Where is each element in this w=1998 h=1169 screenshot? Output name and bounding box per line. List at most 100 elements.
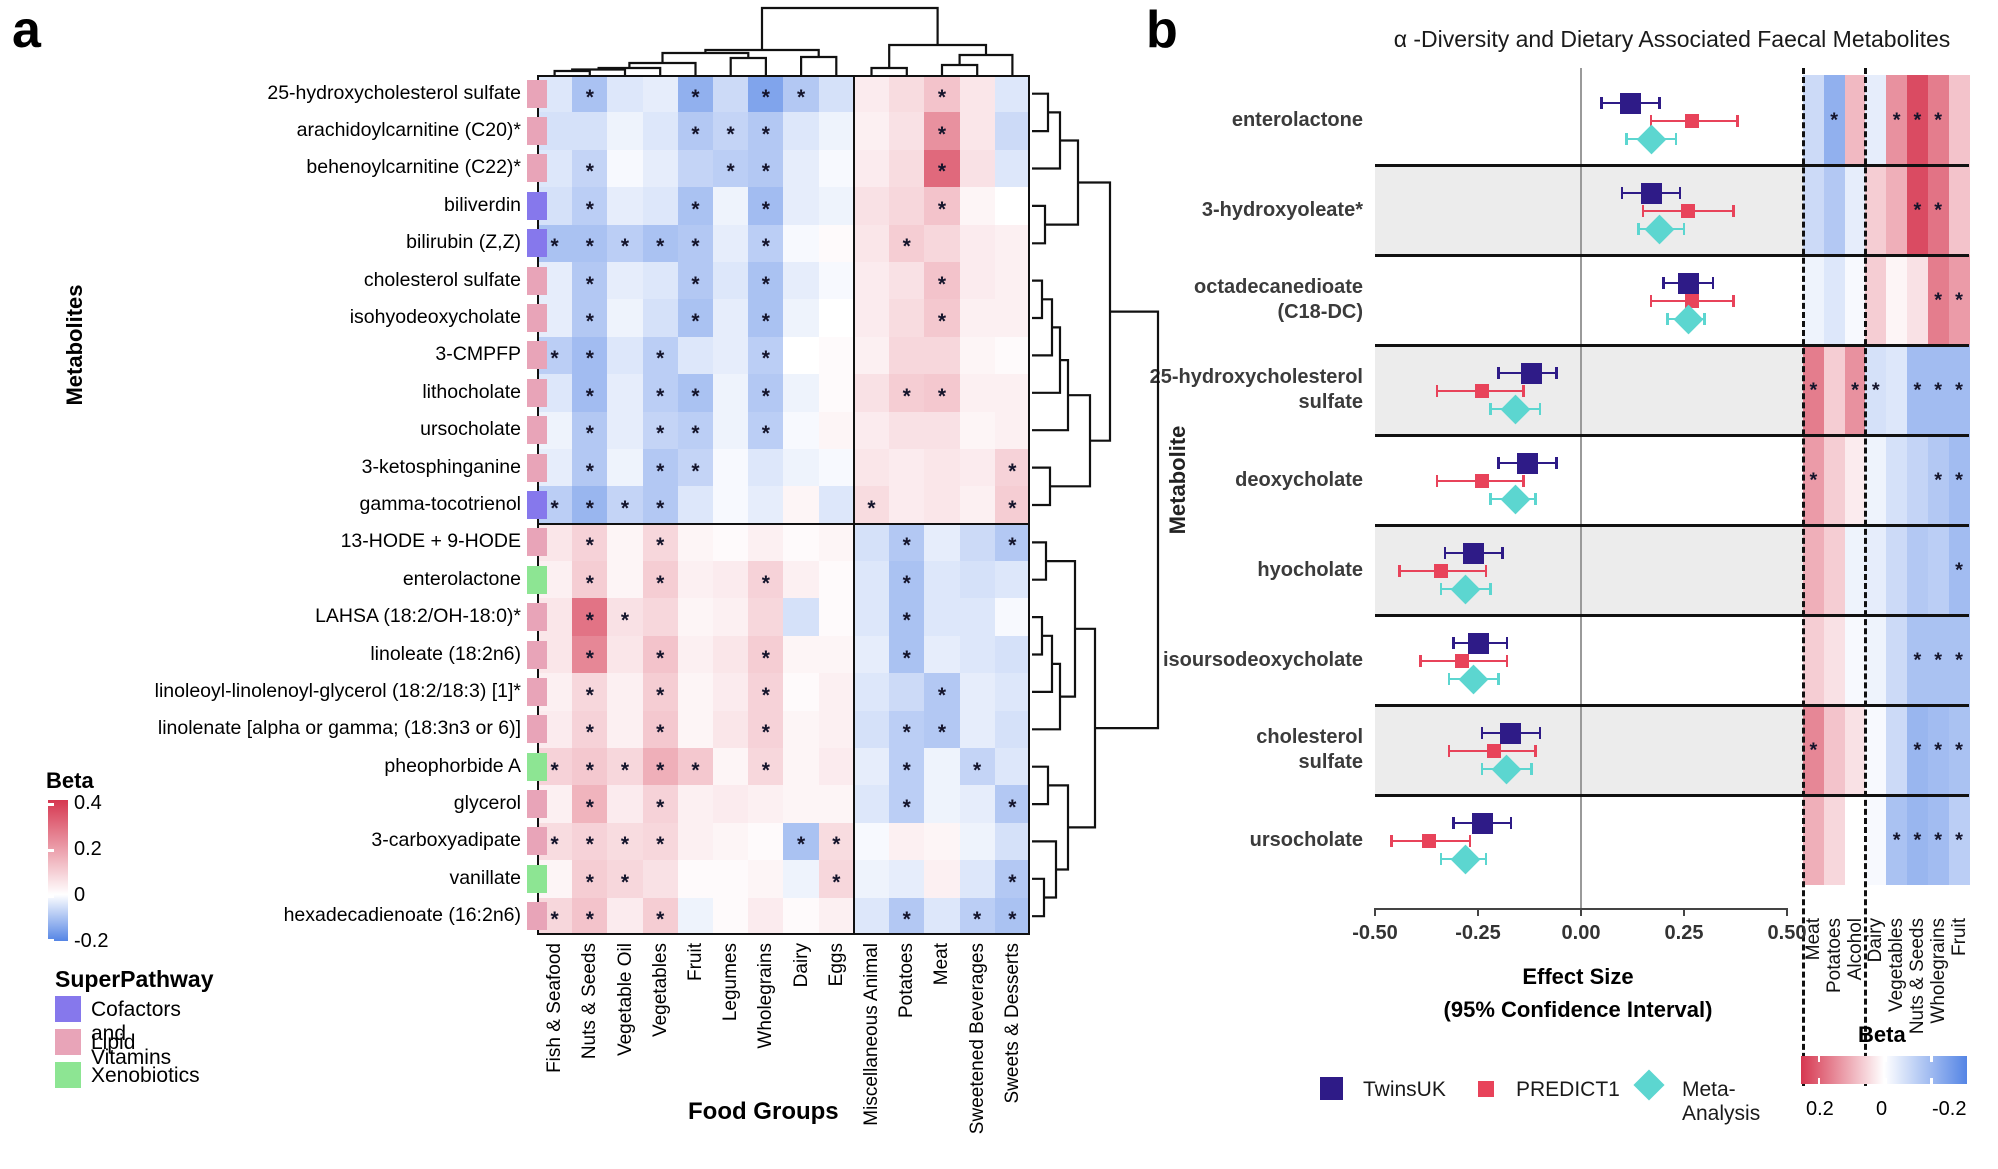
heatmap-cell	[713, 710, 749, 749]
twinsuk-marker	[1516, 452, 1538, 474]
pathway-chip	[527, 528, 547, 557]
heatmap-cell	[818, 336, 855, 375]
significance-star: *	[1934, 739, 1943, 762]
significance-star: *	[656, 683, 665, 707]
heatmap-cell	[642, 374, 679, 412]
significance-star: *	[656, 422, 665, 446]
predict1-ci-cap	[1736, 115, 1739, 127]
mini-heatmap-cell	[1948, 75, 1970, 165]
mini-heatmap-cell	[1803, 75, 1825, 165]
pathway-chip	[527, 677, 547, 706]
mini-heatmap-cell	[1886, 705, 1908, 795]
meta-ci-cap	[1703, 313, 1706, 325]
legend-label-meta-analysis: Meta-Analysis	[1682, 1078, 1761, 1125]
mini-heatmap-cell	[1823, 345, 1846, 435]
mini-heatmap-cell	[1844, 705, 1866, 795]
metabolite-row-label: gamma-tocotrienol	[359, 492, 521, 515]
metabolite-row-label-b: cholesterol sulfate	[1256, 726, 1363, 773]
heatmap-cell	[572, 411, 608, 450]
heatmap-cell	[959, 374, 996, 412]
heatmap-cell	[959, 486, 996, 525]
metabolite-row-label: LAHSA (18:2/OH-18:0)*	[315, 605, 521, 628]
pathway-legend-label: Cofactors and Vitamins	[91, 998, 181, 1069]
pathway-chip	[527, 117, 547, 146]
mini-heatmap-cell	[1907, 435, 1929, 525]
heatmap-cell	[748, 411, 784, 450]
significance-star: *	[1934, 289, 1943, 312]
heatmap-cell	[607, 112, 644, 151]
mini-heatmap-cell	[1844, 75, 1866, 165]
twinsuk-ci-cap	[1452, 817, 1455, 829]
mini-heatmap-cell	[1865, 255, 1887, 345]
heatmap-cell	[994, 561, 1031, 599]
significance-star: *	[656, 235, 665, 259]
mini-heatmap-cell	[1948, 345, 1970, 435]
heatmap-cell	[607, 897, 644, 936]
predict1-ci-cap	[1649, 295, 1653, 307]
twinsuk-ci-cap	[1497, 367, 1500, 379]
heatmap-cell	[924, 710, 960, 749]
mini-heatmap-cell	[1927, 705, 1950, 795]
heatmap-cell	[889, 523, 925, 562]
significance-star: *	[656, 496, 665, 520]
significance-star: *	[1913, 379, 1922, 402]
heatmap-cell	[572, 112, 608, 151]
heatmap-cell	[607, 523, 644, 562]
heatmap-cell	[642, 785, 679, 824]
predict1-ci-cap	[1398, 565, 1401, 577]
mini-heatmap-cell	[1948, 525, 1970, 615]
significance-star: *	[585, 235, 594, 259]
heatmap-cell	[853, 860, 890, 899]
heatmap-cell	[994, 822, 1031, 861]
metabolite-row-label-b: isoursodeoxycholate	[1162, 648, 1363, 671]
heatmap-cell	[572, 448, 608, 487]
significance-star: *	[691, 235, 700, 259]
food-group-column-label: Sweetened Beverages	[966, 943, 988, 1135]
mini-heatmap-cell	[1803, 165, 1825, 255]
heatmap-cell	[889, 748, 925, 786]
pathway-chip	[527, 191, 547, 220]
significance-star: *	[761, 123, 770, 147]
significance-star: *	[902, 721, 911, 745]
heatmap-cell	[994, 336, 1031, 375]
predict1-ci-cap	[1435, 475, 1439, 487]
significance-star: *	[1934, 649, 1943, 672]
mini-heatmap-cell	[1803, 345, 1825, 435]
heatmap-cell	[642, 448, 679, 487]
meta-ci-cap	[1480, 763, 1484, 775]
meta-ci-cap	[1439, 583, 1443, 595]
predict1-ci-cap	[1649, 115, 1653, 127]
heatmap-cell	[572, 374, 608, 412]
panel-b-y-axis-title: Metabolite	[1165, 425, 1190, 535]
significance-star: *	[1871, 379, 1880, 402]
metabolite-row-label-b: deoxycholate	[1235, 468, 1363, 491]
mini-heatmap-cell	[1886, 345, 1908, 435]
heatmap-cell	[713, 299, 749, 338]
heatmap-cell	[713, 635, 749, 674]
heatmap-cell	[994, 486, 1031, 525]
heatmap-cell	[959, 448, 996, 487]
heatmap-cell	[818, 261, 855, 300]
predict1-ci-cap	[1534, 745, 1537, 757]
dendrogram-branch	[1046, 559, 1077, 698]
heatmap-cell	[994, 785, 1031, 824]
significance-star: *	[585, 85, 594, 109]
significance-star: *	[620, 870, 630, 894]
heatmap-cell	[818, 598, 855, 637]
mini-heatmap-cell	[1948, 795, 1970, 885]
significance-star: *	[585, 908, 594, 932]
heatmap-cell	[677, 448, 714, 487]
heatmap-cell	[959, 336, 996, 375]
significance-star: *	[761, 347, 770, 371]
significance-star: *	[1913, 829, 1922, 852]
dendrogram-branch	[628, 61, 697, 75]
significance-star: *	[656, 571, 665, 595]
meta-ci-cap	[1682, 223, 1686, 235]
heatmap-cell	[572, 785, 608, 824]
x-tick-label: 0.00	[1561, 922, 1601, 944]
heatmap-cell	[853, 448, 890, 487]
dendrogram-branch	[760, 6, 939, 50]
heatmap-cell	[713, 897, 749, 936]
heatmap-cell	[818, 112, 855, 151]
heatmap-cell	[924, 748, 960, 786]
